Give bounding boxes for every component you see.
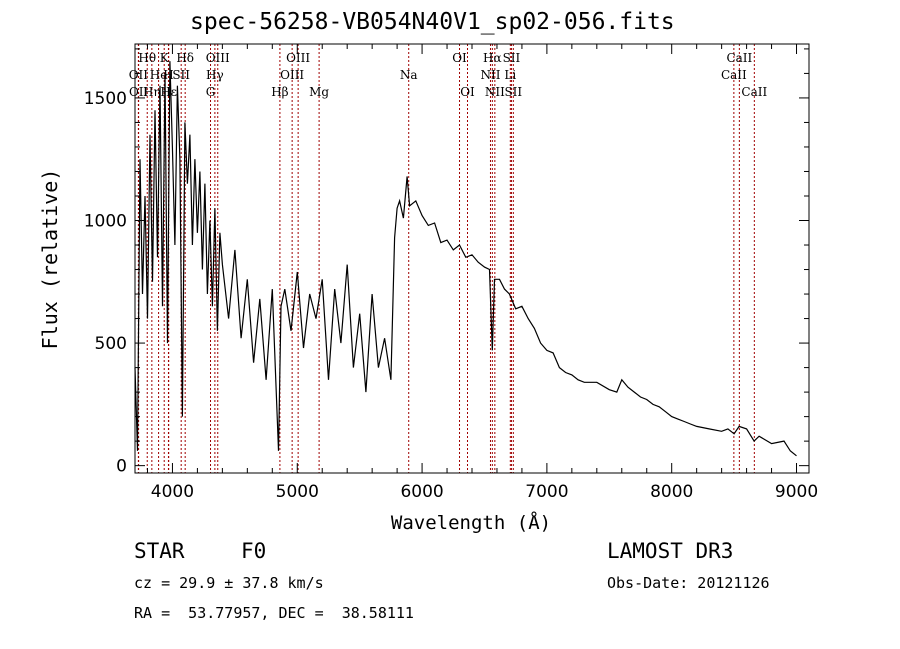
object-class: STAR — [134, 539, 185, 563]
axis-ticks — [135, 44, 809, 473]
spectral-line-label: OII — [129, 85, 149, 99]
spectral-line-label: Mg — [309, 85, 329, 99]
spectral-line-label: Hδ — [176, 51, 194, 65]
y-tick-label: 500 — [95, 334, 127, 354]
spectral-line-label: Li — [504, 68, 516, 82]
spectral-line-label: SII — [172, 68, 190, 82]
x-tick-label: 9000 — [775, 482, 818, 502]
spectral-line-label: Hθ — [138, 51, 156, 65]
chart-title: spec-56258-VB054N40V1_sp02-056.fits — [190, 9, 675, 35]
survey-label: LAMOST DR3 — [607, 539, 734, 563]
spectral-line-label: NII — [480, 68, 500, 82]
spectral-line-label: H — [163, 68, 173, 82]
spectral-line-label: OIII — [206, 51, 230, 65]
spectral-line-label: NII — [485, 85, 505, 99]
redshift-cz: cz = 29.9 ± 37.8 km/s — [134, 574, 324, 592]
x-tick-label: 5000 — [276, 482, 319, 502]
x-tick-label: 7000 — [525, 482, 568, 502]
axis-tick-labels: 4000 5000 6000 7000 8000 9000 0 500 1000 1500 — [84, 89, 818, 502]
spectral-line-label: CaII — [721, 68, 747, 82]
ra-dec-coordinates: RA = 53.77957, DEC = 38.58111 — [134, 604, 414, 622]
spectral-line-label: Hα — [483, 51, 502, 65]
x-tick-label: 8000 — [650, 482, 693, 502]
spectral-line-label: Hγ — [206, 68, 224, 82]
spectral-line-label: Hβ — [271, 85, 288, 99]
spectral-line-label: Na — [400, 68, 418, 82]
spectral-line-label: He — [150, 68, 168, 82]
spectral-line-label: OII — [129, 68, 149, 82]
spectrum-series-line — [134, 61, 797, 457]
y-tick-label: 0 — [116, 457, 127, 477]
spectral-line-label: CaII — [741, 85, 767, 99]
spectral-line-label: Hε — [160, 85, 177, 99]
y-tick-label: 1500 — [84, 89, 127, 109]
spectral-line-label: G — [206, 85, 216, 99]
spectral-line-label: SII — [504, 85, 522, 99]
observation-date: Obs-Date: 20121126 — [607, 574, 770, 592]
y-tick-label: 1000 — [84, 212, 127, 232]
spectral-line-label: K — [160, 51, 170, 65]
spectral-line-label: OI — [460, 85, 475, 99]
x-axis-label: Wavelength (Å) — [391, 511, 551, 534]
object-subclass: F0 — [241, 539, 267, 563]
y-axis-label: Flux (relative) — [38, 169, 62, 350]
x-tick-label: 6000 — [400, 482, 443, 502]
spectral-line-label: SII — [503, 51, 521, 65]
spectral-line-label: CaII — [726, 51, 752, 65]
x-tick-label: 4000 — [151, 482, 194, 502]
spectral-line-label: OI — [452, 51, 467, 65]
spectral-line-label: OIII — [280, 68, 304, 82]
spectral-line-label: Hη — [143, 85, 161, 99]
spectral-line-label: OIII — [286, 51, 310, 65]
